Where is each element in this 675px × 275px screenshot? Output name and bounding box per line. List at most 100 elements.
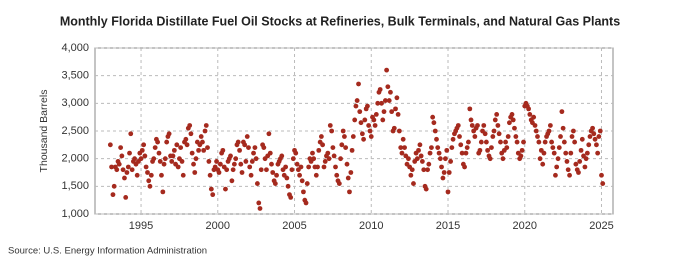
data-point bbox=[301, 189, 306, 195]
data-point bbox=[347, 189, 352, 195]
data-point bbox=[270, 170, 276, 175]
data-point bbox=[372, 123, 378, 128]
data-point bbox=[527, 112, 533, 117]
data-point bbox=[249, 159, 255, 164]
data-point bbox=[134, 172, 140, 178]
data-point bbox=[242, 142, 248, 148]
data-point bbox=[541, 150, 547, 156]
data-point bbox=[184, 142, 190, 148]
data-point bbox=[169, 159, 175, 164]
data-point bbox=[224, 167, 230, 173]
data-point bbox=[198, 134, 204, 139]
x-tick-label: 2005 bbox=[282, 220, 306, 232]
data-point bbox=[429, 145, 434, 151]
data-point bbox=[531, 114, 537, 120]
data-point bbox=[220, 147, 226, 153]
data-point bbox=[138, 156, 144, 162]
data-point bbox=[551, 150, 557, 156]
data-point bbox=[550, 145, 556, 151]
data-point bbox=[311, 156, 317, 162]
data-point bbox=[414, 156, 420, 162]
data-point bbox=[458, 142, 464, 148]
data-point bbox=[455, 123, 461, 128]
data-point bbox=[381, 109, 387, 115]
data-point bbox=[472, 134, 478, 139]
data-point bbox=[584, 150, 590, 156]
data-point bbox=[481, 123, 487, 128]
data-point bbox=[179, 159, 185, 164]
data-point bbox=[513, 134, 519, 139]
data-point bbox=[119, 153, 125, 159]
data-point bbox=[571, 128, 576, 134]
data-point bbox=[596, 134, 602, 139]
data-point bbox=[318, 134, 324, 139]
data-point bbox=[267, 150, 273, 156]
data-point bbox=[217, 161, 223, 167]
data-point bbox=[251, 150, 256, 156]
data-point bbox=[521, 139, 526, 145]
data-point bbox=[558, 134, 563, 139]
data-point bbox=[178, 145, 184, 151]
data-point bbox=[582, 164, 588, 170]
data-point bbox=[322, 159, 328, 164]
data-point bbox=[238, 161, 244, 167]
data-point bbox=[253, 156, 259, 162]
data-point bbox=[400, 136, 406, 142]
data-point bbox=[477, 147, 483, 153]
data-point bbox=[444, 147, 450, 153]
source: Source: U.S. Energy Information Administ… bbox=[8, 246, 207, 257]
data-point bbox=[483, 139, 489, 145]
data-point bbox=[568, 150, 574, 156]
data-point bbox=[339, 142, 345, 148]
data-point bbox=[435, 145, 441, 151]
data-point bbox=[257, 206, 263, 211]
data-point bbox=[189, 150, 195, 156]
data-point bbox=[338, 156, 343, 162]
data-point bbox=[554, 164, 560, 170]
data-point bbox=[313, 172, 319, 178]
data-point bbox=[356, 81, 361, 87]
data-point bbox=[482, 131, 488, 137]
data-point bbox=[148, 172, 154, 178]
data-point bbox=[555, 156, 561, 162]
data-point bbox=[325, 150, 331, 156]
data-point bbox=[175, 164, 181, 170]
data-point bbox=[590, 125, 595, 131]
data-point bbox=[348, 170, 354, 175]
data-point bbox=[288, 195, 294, 200]
data-point bbox=[171, 147, 177, 153]
data-point bbox=[526, 106, 531, 112]
data-point bbox=[285, 183, 291, 189]
data-point bbox=[306, 164, 312, 170]
data-point bbox=[161, 161, 167, 167]
data-point bbox=[365, 103, 370, 109]
data-point bbox=[567, 172, 572, 178]
data-point bbox=[417, 142, 423, 148]
data-point bbox=[440, 175, 446, 181]
data-point bbox=[164, 139, 170, 145]
data-point bbox=[120, 167, 126, 173]
data-point bbox=[132, 156, 137, 162]
data-point bbox=[586, 142, 592, 148]
data-point bbox=[155, 139, 161, 145]
x-tick-label: 1995 bbox=[129, 220, 153, 232]
data-point bbox=[114, 167, 120, 173]
data-point bbox=[425, 167, 430, 173]
data-point bbox=[183, 136, 189, 142]
data-point bbox=[546, 128, 552, 134]
data-point bbox=[329, 128, 335, 134]
data-point bbox=[464, 145, 470, 151]
data-point bbox=[432, 128, 438, 134]
data-point bbox=[510, 117, 516, 123]
data-point bbox=[269, 161, 274, 167]
data-point bbox=[188, 131, 194, 137]
data-point bbox=[289, 167, 295, 173]
data-point bbox=[426, 161, 432, 167]
data-point bbox=[110, 192, 116, 198]
data-point bbox=[385, 84, 391, 90]
data-point bbox=[316, 147, 322, 153]
data-point bbox=[143, 164, 149, 170]
data-point bbox=[293, 150, 299, 156]
data-point bbox=[437, 156, 443, 162]
